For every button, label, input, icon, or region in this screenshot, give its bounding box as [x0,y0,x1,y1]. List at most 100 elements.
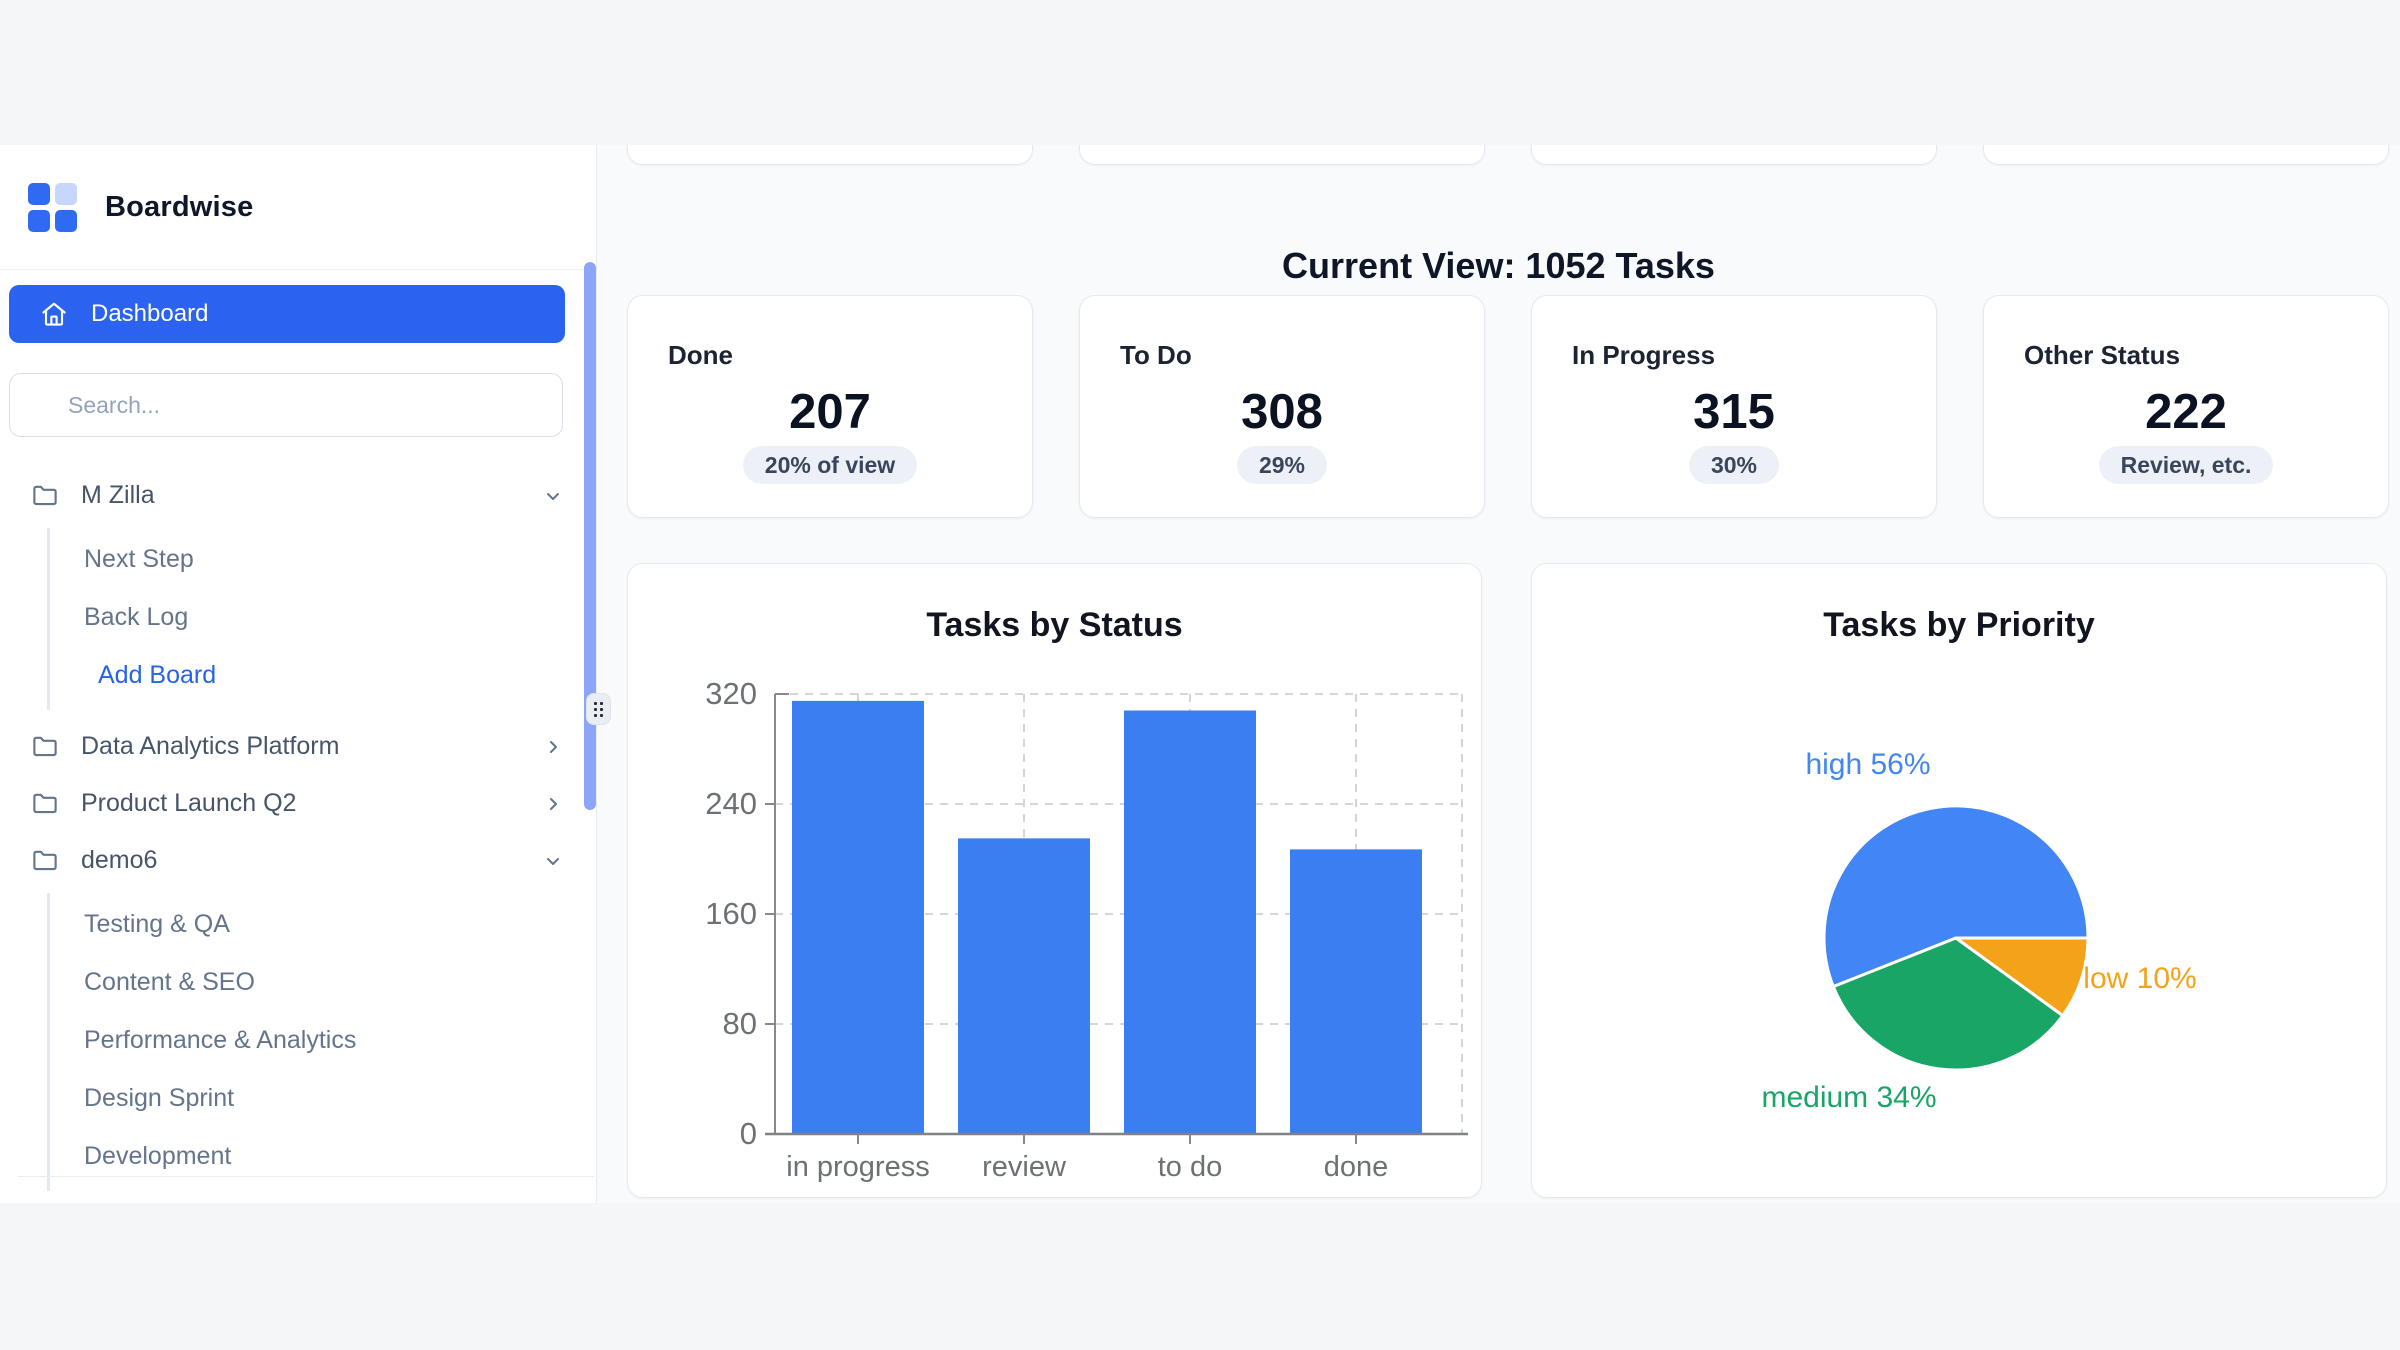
stat-badge: 30% [1688,446,1780,484]
tasks-by-status-bar-chart[interactable]: 0 80 160 240 320 in progress review to do done [628,564,1483,1199]
chevron-right-icon [550,740,557,753]
sidebar-board-product-launch-q2[interactable]: Product Launch Q2 [9,775,587,832]
stat-badge: 20% of view [742,446,918,484]
sidebar-list-back-log[interactable]: Back Log [50,588,587,646]
svg-text:80: 80 [723,1006,757,1041]
stat-card-in-progress: In Progress 315 30% [1531,295,1937,518]
sidebar-divider [18,1176,594,1177]
pie-label-low: low 10% [2083,962,2196,995]
board-label: Data Analytics Platform [81,732,340,760]
tasks-by-status-card: Tasks by Status 0 80 160 240 320 in progress r… [627,563,1482,1198]
stat-value: 222 [2145,385,2227,439]
stat-value: 315 [1693,385,1775,439]
drag-dots-icon [594,701,603,717]
app-window: Boardwise Dashboard M Zilla Next Step Back… [0,145,2400,1203]
stat-label: Done [668,340,733,370]
stat-badge: Review, etc. [2098,446,2274,484]
logo-square [55,182,77,205]
sidebar-board-data-analytics-platform[interactable]: Data Analytics Platform [9,718,587,775]
sidebar-board-demo6[interactable]: demo6 [9,832,587,889]
folder-icon [33,793,57,813]
board-label: M Zilla [81,481,155,509]
svg-text:240: 240 [705,786,757,821]
bar-in-progress[interactable] [792,700,924,1134]
svg-text:to do: to do [1158,1151,1223,1183]
boardwise-logo-icon [28,182,77,232]
board-sublist: Next Step Back Log Add Board [47,528,587,710]
bar-done[interactable] [1290,849,1422,1134]
search-input[interactable] [9,373,563,437]
boards-nav: M Zilla Next Step Back Log Add Board Data An… [0,467,596,1191]
stat-card-done: Done 207 20% of view [627,295,1033,518]
pie-slice-medium[interactable] [1831,936,2065,1072]
folder-icon [33,850,57,870]
logo-square [28,182,50,205]
board-sublist: Testing & QA Content & SEO Performance & A… [47,893,587,1191]
list-label: Testing & QA [84,909,230,938]
pie-slice-high[interactable] [1822,804,2090,989]
svg-text:in progress: in progress [786,1151,929,1183]
sidebar-list-performance-analytics[interactable]: Performance & Analytics [50,1011,587,1069]
tasks-by-priority-card: Tasks by Priority high 56% medium 34% low … [1531,563,2387,1198]
list-label: Next Step [84,544,194,573]
page-title: Current View: 1052 Tasks [1282,245,1715,287]
sidebar-board-m-zilla[interactable]: M Zilla [9,467,587,524]
brand-title: Boardwise [105,190,254,223]
board-label: demo6 [81,846,158,874]
stat-value: 207 [789,385,871,439]
stat-value: 308 [1241,385,1323,439]
sidebar-resize-handle[interactable] [586,693,611,725]
bar-review[interactable] [958,838,1090,1134]
sidebar-list-testing-qa[interactable]: Testing & QA [50,895,587,953]
sidebar-scrollbar-thumb[interactable] [584,262,596,810]
chevron-down-icon [547,857,559,865]
stat-label: In Progress [1572,340,1716,370]
sidebar-list-design-sprint[interactable]: Design Sprint [50,1069,587,1127]
add-board-button[interactable]: Add Board [50,646,587,704]
cut-off-card [1079,145,1485,165]
pie-label-high: high 56% [1805,748,1930,781]
cut-off-card [1531,145,1937,165]
svg-text:done: done [1324,1151,1389,1183]
cut-off-card [627,145,1033,165]
svg-text:320: 320 [705,676,757,711]
list-label: Content & SEO [84,967,255,996]
pie-label-medium: medium 34% [1761,1081,1936,1114]
sidebar-list-content-seo[interactable]: Content & SEO [50,953,587,1011]
svg-text:review: review [982,1151,1067,1183]
tasks-by-priority-pie-chart[interactable]: high 56% medium 34% low 10% [1532,564,2388,1199]
pie-slice-low[interactable] [1954,936,2090,1018]
svg-text:160: 160 [705,896,757,931]
list-label: Development [84,1141,232,1170]
list-label: Performance & Analytics [84,1025,357,1054]
folder-icon [33,485,57,505]
board-label: Product Launch Q2 [81,789,297,817]
sidebar: Boardwise Dashboard M Zilla Next Step Back… [0,145,597,1203]
stat-card-to-do: To Do 308 29% [1079,295,1485,518]
bar-to-do[interactable] [1124,710,1256,1135]
stat-label: To Do [1120,340,1192,370]
svg-text:0: 0 [740,1116,757,1151]
home-icon [42,302,66,326]
stat-badge: 29% [1236,446,1328,484]
sidebar-list-next-step[interactable]: Next Step [50,530,587,588]
list-label: Back Log [84,602,189,631]
list-label: Design Sprint [84,1083,235,1112]
brand: Boardwise [0,145,596,270]
cut-off-card [1983,145,2389,165]
sidebar-list-development[interactable]: Development [50,1127,587,1185]
chevron-right-icon [550,797,557,810]
main-content: Current View: 1052 Tasks Done 207 20% of v… [597,145,2400,1203]
chevron-down-icon [547,492,559,500]
folder-icon [33,736,57,756]
dashboard-label: Dashboard [91,300,209,327]
pie-chart-title: Tasks by Priority [1823,606,2095,644]
stat-card-other-status: Other Status 222 Review, etc. [1983,295,2389,518]
logo-square [28,209,50,232]
sidebar-item-dashboard[interactable]: Dashboard [9,285,565,343]
stat-label: Other Status [2024,340,2181,370]
list-label: Add Board [98,660,217,689]
logo-square [55,209,77,232]
bar-chart-title: Tasks by Status [926,606,1183,644]
